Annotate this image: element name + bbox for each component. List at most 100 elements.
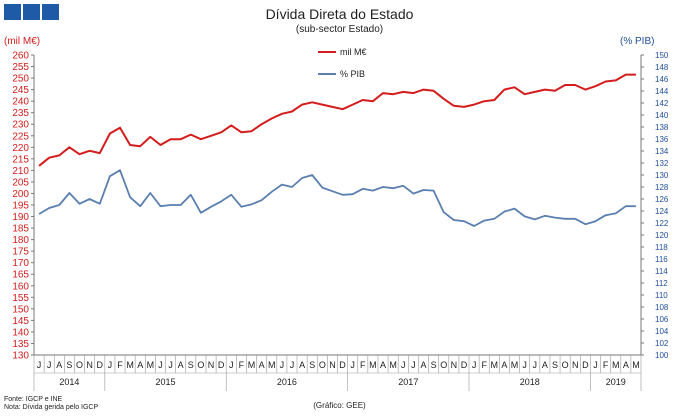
left-tick-label: 195 [12, 201, 29, 212]
right-tick-label: 132 [655, 159, 669, 168]
month-label: A [259, 360, 265, 370]
left-tick-label: 170 [12, 258, 29, 269]
month-label: A [420, 360, 426, 370]
month-label: N [86, 360, 93, 370]
month-label: F [239, 360, 245, 370]
chart-subtitle: (sub-sector Estado) [295, 24, 384, 35]
month-label: M [268, 360, 276, 370]
right-tick-label: 102 [655, 339, 669, 348]
logo-block-2 [23, 4, 40, 20]
month-label: J [290, 360, 295, 370]
left-tick-label: 220 [12, 143, 29, 154]
month-label: O [562, 360, 569, 370]
month-label: S [552, 360, 558, 370]
right-tick-label: 124 [655, 207, 669, 216]
month-label: J [229, 360, 234, 370]
month-label: S [309, 360, 315, 370]
left-tick-label: 145 [12, 316, 29, 327]
chart-plot: 1301351401451501551601651701751801851901… [12, 47, 669, 391]
left-tick-label: 180 [12, 235, 29, 246]
left-tick-label: 210 [12, 166, 29, 177]
month-label: J [168, 360, 173, 370]
month-label: F [603, 360, 609, 370]
right-axis-unit: (% PIB) [620, 36, 655, 47]
month-label: J [411, 360, 416, 370]
left-tick-label: 165 [12, 270, 29, 281]
footer-source: Fonte: IGCP e INE [4, 396, 63, 403]
month-label: A [623, 360, 629, 370]
month-label: N [451, 360, 458, 370]
right-tick-label: 136 [655, 135, 669, 144]
month-label: M [632, 360, 640, 370]
right-tick-label: 150 [655, 51, 669, 60]
legend-label-debt-value: mil M€ [340, 47, 367, 57]
right-tick-label: 104 [655, 327, 669, 336]
right-tick-label: 128 [655, 183, 669, 192]
month-label: J [280, 360, 285, 370]
month-label: A [299, 360, 305, 370]
series-line-debt-pct-gdp [38, 169, 636, 227]
month-label: A [137, 360, 143, 370]
right-tick-label: 140 [655, 111, 669, 120]
month-label: D [218, 360, 225, 370]
month-label: J [47, 360, 52, 370]
left-tick-label: 150 [12, 304, 29, 315]
right-tick-label: 144 [655, 87, 669, 96]
right-tick-label: 146 [655, 75, 669, 84]
month-label: S [431, 360, 437, 370]
month-label: J [522, 360, 527, 370]
left-tick-label: 130 [12, 351, 29, 362]
month-label: J [472, 360, 477, 370]
right-tick-label: 116 [655, 255, 668, 264]
year-label: 2016 [277, 377, 297, 387]
month-label: O [76, 360, 83, 370]
left-tick-label: 240 [12, 97, 29, 108]
month-label: D [339, 360, 346, 370]
left-tick-label: 200 [12, 189, 29, 200]
logo-block-3 [42, 4, 59, 20]
right-tick-label: 126 [655, 195, 669, 204]
right-tick-label: 110 [655, 291, 668, 300]
left-tick-label: 160 [12, 281, 29, 292]
left-tick-label: 205 [12, 177, 29, 188]
month-label: M [369, 360, 377, 370]
right-tick-label: 138 [655, 123, 669, 132]
left-tick-label: 185 [12, 224, 29, 235]
year-label: 2017 [398, 377, 418, 387]
logo-block-1 [4, 4, 21, 20]
left-tick-label: 175 [12, 247, 29, 258]
month-label: M [511, 360, 519, 370]
month-label: J [37, 360, 42, 370]
right-tick-label: 114 [655, 267, 668, 276]
month-label: D [582, 360, 589, 370]
month-label: J [158, 360, 163, 370]
month-label: J [350, 360, 355, 370]
left-tick-label: 225 [12, 131, 29, 142]
month-label: M [147, 360, 155, 370]
right-tick-label: 130 [655, 171, 669, 180]
month-label: A [56, 360, 62, 370]
month-label: S [188, 360, 194, 370]
left-tick-label: 245 [12, 85, 29, 96]
right-tick-label: 112 [655, 279, 668, 288]
right-tick-label: 142 [655, 99, 669, 108]
month-label: O [440, 360, 447, 370]
month-label: M [126, 360, 134, 370]
year-label: 2019 [606, 377, 626, 387]
month-label: F [481, 360, 487, 370]
month-label: M [389, 360, 397, 370]
month-label: J [108, 360, 113, 370]
left-tick-label: 155 [12, 293, 29, 304]
month-label: N [572, 360, 579, 370]
month-label: A [501, 360, 507, 370]
left-tick-label: 235 [12, 108, 29, 119]
month-label: N [208, 360, 215, 370]
right-tick-label: 134 [655, 147, 669, 156]
left-tick-label: 250 [12, 74, 29, 85]
right-tick-label: 122 [655, 219, 669, 228]
left-tick-label: 230 [12, 120, 29, 131]
month-label: A [380, 360, 386, 370]
month-label: A [178, 360, 184, 370]
month-label: M [491, 360, 499, 370]
month-label: A [542, 360, 548, 370]
